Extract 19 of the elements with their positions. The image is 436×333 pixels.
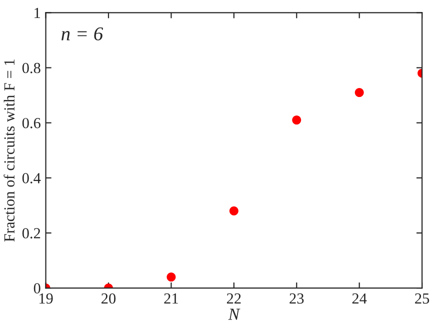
x-tick-label: 19: [39, 293, 53, 304]
point: [354, 88, 364, 98]
x-axis-title: N: [228, 308, 240, 320]
x-tick-label: 22: [226, 293, 241, 304]
annotation: n = 6: [62, 27, 104, 40]
y-axis-title: Fraction of circuits with F = 1: [4, 60, 15, 242]
y-tick-label: 1: [34, 8, 40, 18]
x-tick-label: 23: [290, 293, 304, 304]
y-tick-label: 0.2: [22, 228, 40, 238]
y-tick-label: 0.6: [22, 118, 40, 128]
x-tick-label: 21: [164, 293, 178, 304]
point: [292, 116, 302, 125]
x-tick-label: 24: [352, 293, 367, 304]
y-tick-label: 0.4: [22, 173, 41, 184]
x-tick-label: 25: [415, 293, 430, 304]
y-tick-label: 0: [34, 283, 40, 294]
y-tick-label: 0.8: [22, 62, 40, 74]
x-tick-label: 20: [102, 293, 116, 304]
point: [229, 206, 238, 216]
